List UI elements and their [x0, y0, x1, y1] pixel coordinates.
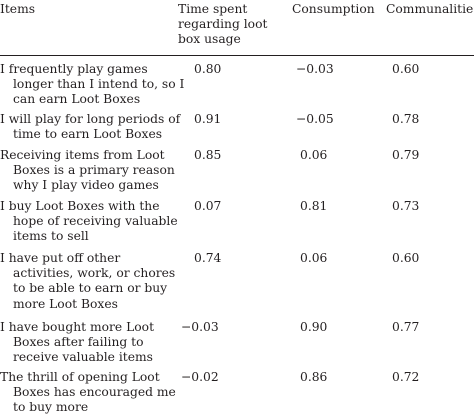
header-items: Items	[0, 2, 36, 16]
table-row-item: I frequently play games longer than I in…	[0, 62, 184, 108]
item-line: receive valuable items	[13, 350, 153, 365]
cell-consumption: 0.90	[300, 320, 328, 334]
cell-time-spent: −0.03	[181, 320, 219, 334]
table-row-item: The thrill of opening Loot Boxes has enc…	[0, 370, 176, 416]
header-time-spent-line: box usage	[178, 32, 241, 47]
cell-communalities: 0.78	[392, 112, 420, 126]
cell-communalities: 0.77	[392, 320, 420, 334]
item-line: items to sell	[13, 229, 89, 244]
item-line: why I play video games	[13, 178, 159, 193]
table-row-item: I have put off other activities, work, o…	[0, 251, 175, 312]
item-line: to buy more	[13, 400, 89, 415]
item-line: I frequently play games	[0, 62, 148, 76]
cell-time-spent: −0.02	[181, 370, 219, 384]
cell-consumption: −0.03	[296, 62, 334, 76]
cell-communalities: 0.60	[392, 62, 420, 76]
item-line: I have bought more Loot	[0, 320, 155, 334]
item-line: to be able to earn or buy	[13, 281, 168, 296]
cell-communalities: 0.79	[392, 148, 420, 162]
header-time-spent-line: regarding loot	[178, 17, 268, 32]
cell-consumption: 0.06	[300, 251, 328, 265]
cell-consumption: 0.06	[300, 148, 328, 162]
item-line: hope of receiving valuable	[13, 214, 178, 229]
item-line: I buy Loot Boxes with the	[0, 199, 160, 213]
item-line: can earn Loot Boxes	[13, 92, 141, 107]
header-rule	[0, 55, 474, 56]
cell-communalities: 0.73	[392, 199, 420, 213]
header-communalities: Communalities	[386, 2, 474, 16]
cell-time-spent: 0.07	[194, 199, 222, 213]
cell-time-spent: 0.91	[194, 112, 222, 126]
cell-time-spent: 0.74	[194, 251, 222, 265]
item-line: longer than I intend to, so I	[13, 77, 185, 92]
table-row-item: I buy Loot Boxes with the hope of receiv…	[0, 199, 178, 245]
cell-time-spent: 0.80	[194, 62, 222, 76]
cell-consumption: 0.81	[300, 199, 328, 213]
item-line: I will play for long periods of	[0, 112, 181, 126]
item-line: more Loot Boxes	[13, 296, 118, 311]
header-time-spent: Time spent regarding loot box usage	[178, 2, 267, 48]
item-line: activities, work, or chores	[13, 266, 176, 281]
item-line: The thrill of opening Loot	[0, 370, 160, 384]
cell-consumption: 0.86	[300, 370, 328, 384]
item-line: Boxes has encouraged me	[13, 385, 176, 400]
cell-time-spent: 0.85	[194, 148, 222, 162]
header-time-spent-line: Time spent	[178, 2, 248, 16]
table-row-item: I will play for long periods of time to …	[0, 112, 180, 142]
item-line: Boxes is a primary reason	[13, 163, 175, 178]
cell-communalities: 0.72	[392, 370, 420, 384]
item-line: Receiving items from Loot	[0, 148, 165, 162]
table-row-item: Receiving items from Loot Boxes is a pri…	[0, 148, 175, 194]
table-row-item: I have bought more Loot Boxes after fail…	[0, 320, 154, 366]
cell-consumption: −0.05	[296, 112, 334, 126]
header-consumption: Consumption	[292, 2, 375, 16]
item-line: Boxes after failing to	[13, 335, 144, 350]
item-line: time to earn Loot Boxes	[13, 127, 163, 142]
cell-communalities: 0.60	[392, 251, 420, 265]
item-line: I have put off other	[0, 251, 121, 265]
